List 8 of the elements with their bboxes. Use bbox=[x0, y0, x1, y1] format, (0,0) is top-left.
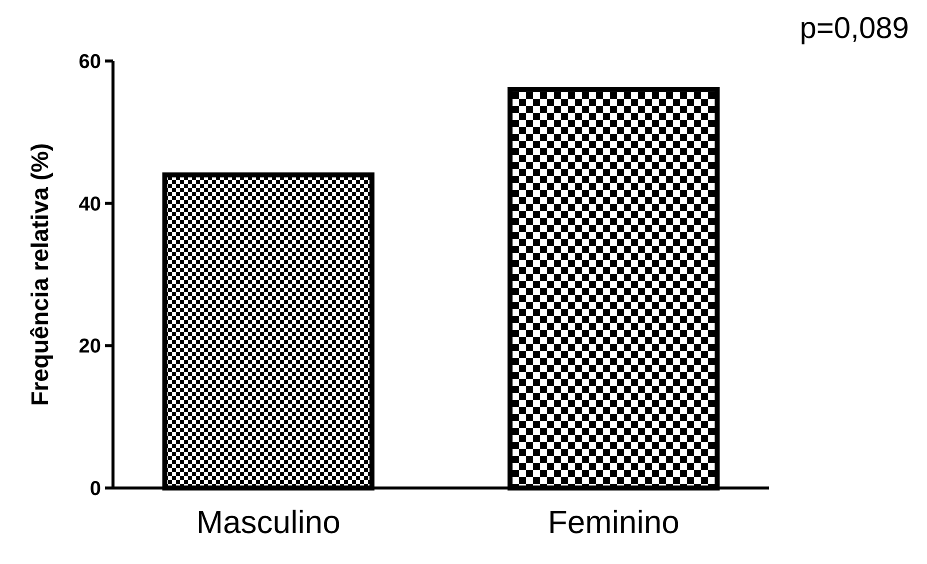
y-tick-label: 60 bbox=[78, 51, 101, 73]
y-tick-label: 40 bbox=[78, 193, 101, 216]
text: p=0,089 bbox=[800, 12, 909, 45]
y-tick-label: 20 bbox=[78, 336, 101, 358]
x-tick-label: Masculino bbox=[196, 504, 340, 540]
y-axis-title: Frequência relativa (%) bbox=[27, 143, 54, 406]
y-tick-label: 0 bbox=[90, 478, 101, 500]
x-tick-label: Feminino bbox=[548, 504, 680, 540]
